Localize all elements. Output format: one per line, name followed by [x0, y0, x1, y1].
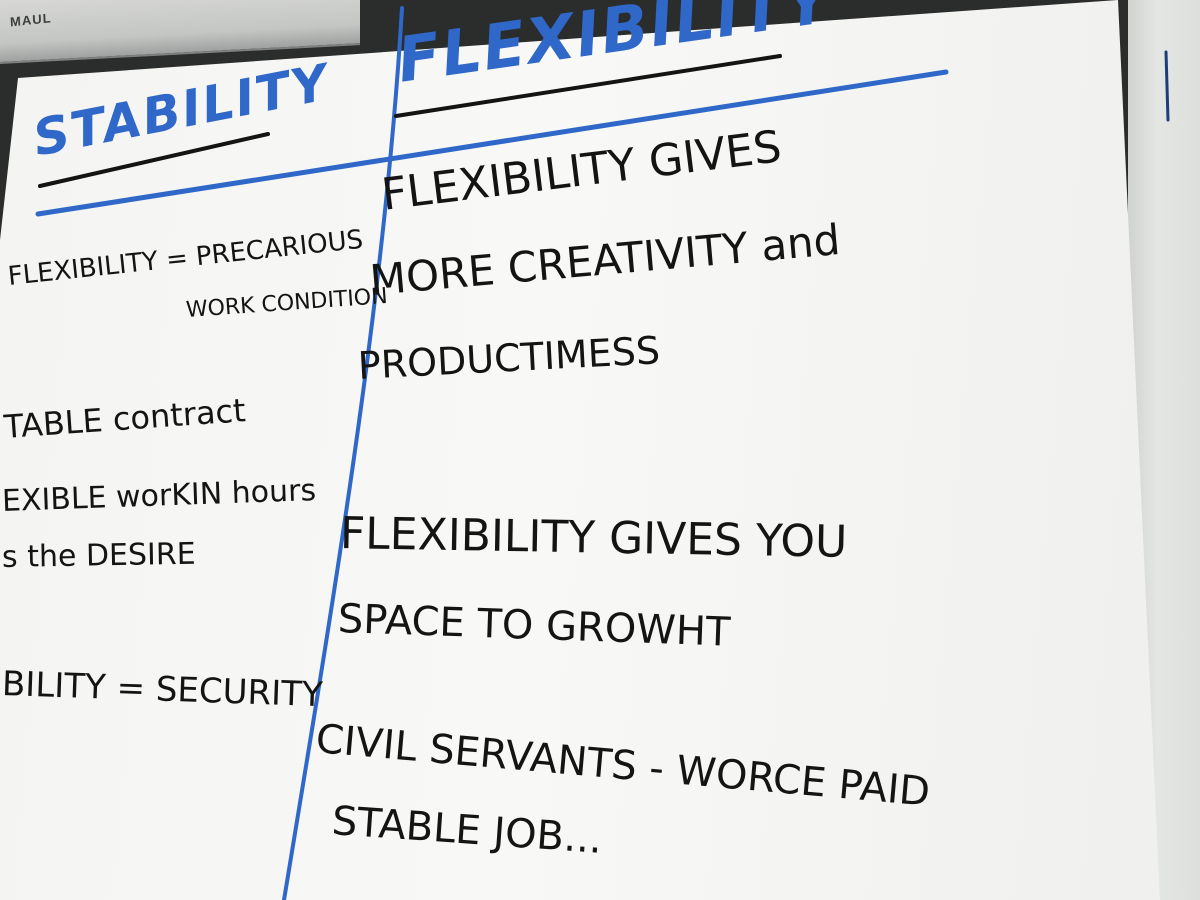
- left-line-desire: s the DESIRE: [1, 536, 196, 575]
- horizontal-divider-line: [35, 69, 949, 217]
- wall-tick-mark: [1164, 50, 1170, 122]
- stability-underline: [38, 132, 270, 188]
- right-line-flexibility-gives-you: FLEXIBILITY GIVES YOU: [339, 508, 848, 568]
- flexibility-underline: [394, 54, 782, 118]
- vertical-divider-line: [282, 6, 404, 900]
